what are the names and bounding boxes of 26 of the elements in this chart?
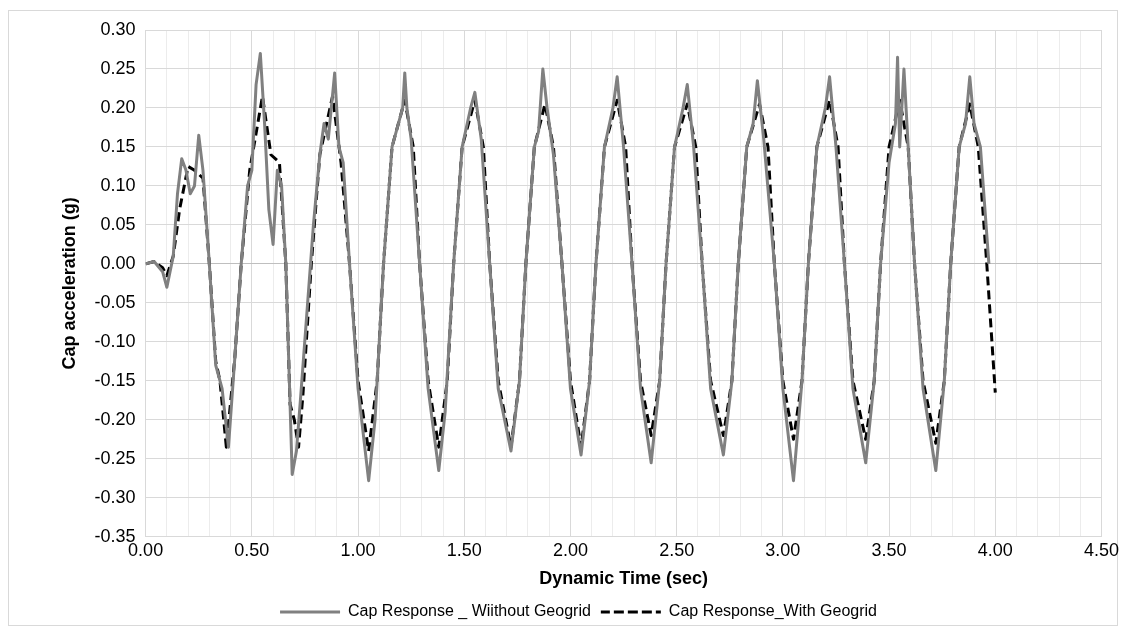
x-tick-label: 1.50 (446, 539, 482, 560)
y-tick-label: 0.05 (100, 213, 136, 234)
y-tick-label: 0.10 (100, 174, 136, 195)
legend-label: Cap Response_With Geogrid (668, 602, 877, 621)
x-tick-label: 1.00 (340, 539, 376, 560)
y-tick-label: 0.30 (100, 18, 136, 39)
x-tick-label: 2.00 (552, 539, 588, 560)
y-tick-label: 0.20 (100, 96, 136, 117)
x-tick-label: 4.00 (977, 539, 1013, 560)
y-tick-label: -0.10 (94, 330, 136, 351)
y-tick-label: 0.25 (100, 57, 136, 78)
y-tick-label: 0.15 (100, 135, 136, 156)
y-tick-label: -0.15 (94, 369, 136, 390)
y-tick-label: -0.05 (94, 291, 136, 312)
y-tick-label: 0.00 (100, 252, 136, 273)
x-tick-label: 2.50 (659, 539, 695, 560)
y-tick-label: -0.20 (94, 408, 136, 429)
y-tick-label: -0.25 (94, 447, 136, 468)
y-axis-title: Cap acceleration (g) (58, 197, 79, 370)
x-tick-label: 3.00 (765, 539, 801, 560)
x-tick-label: 3.50 (871, 539, 907, 560)
x-axis-title: Dynamic Time (sec) (539, 568, 708, 589)
x-tick-label: 0.50 (234, 539, 270, 560)
y-tick-label: -0.30 (94, 486, 136, 507)
legend-label: Cap Response _ Wiithout Geogrid (348, 602, 591, 621)
x-tick-label: 4.50 (1083, 539, 1120, 560)
